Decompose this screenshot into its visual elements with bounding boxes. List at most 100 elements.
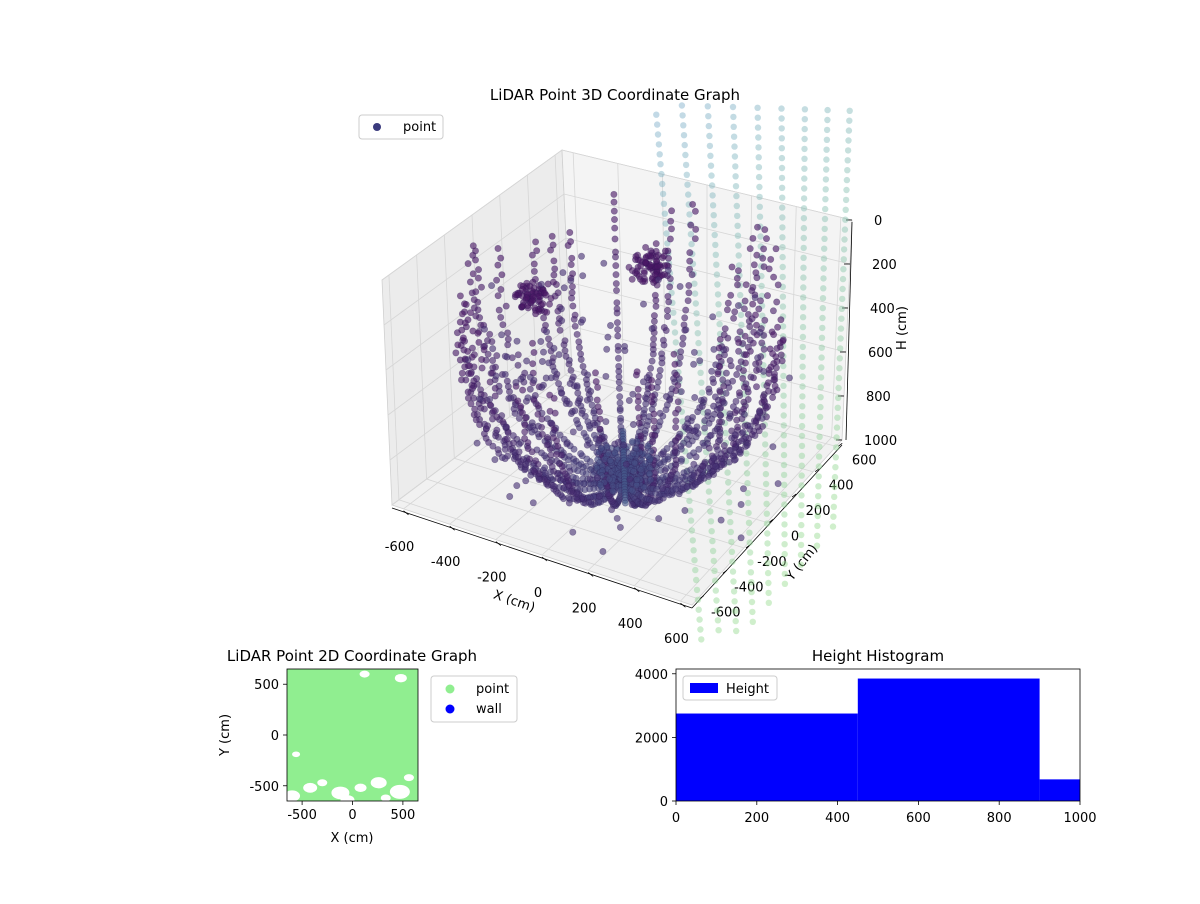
x-tick-mark-3d — [680, 602, 686, 608]
point-3d — [682, 326, 690, 334]
point-3d — [690, 360, 698, 368]
point-3d — [759, 254, 767, 262]
point-3d — [838, 315, 845, 322]
point-3d — [780, 471, 788, 479]
point-3d — [731, 143, 738, 150]
point-3d — [764, 560, 772, 567]
point-3d — [760, 263, 768, 271]
point-3d — [752, 360, 760, 368]
point-3d — [771, 376, 779, 384]
point-3d — [693, 586, 701, 594]
point-3d — [687, 466, 695, 474]
point-3d — [737, 534, 745, 542]
point-3d — [715, 311, 723, 318]
point-3d — [476, 421, 484, 429]
point-3d — [550, 394, 558, 402]
point-3d — [722, 369, 730, 377]
point-3d — [549, 429, 557, 437]
point-3d — [801, 135, 808, 143]
point-3d — [674, 405, 682, 413]
point-3d — [822, 186, 829, 193]
z-axis-label-3d: H (cm) — [895, 306, 910, 350]
point-3d — [780, 372, 787, 380]
point-3d — [687, 507, 694, 514]
point-3d — [569, 373, 577, 381]
point-3d — [730, 588, 738, 595]
point-3d — [756, 213, 764, 220]
point-3d — [617, 414, 625, 422]
point-3d — [711, 393, 719, 401]
point-3d — [467, 370, 475, 378]
point-3d — [816, 443, 823, 450]
point-3d — [652, 240, 660, 248]
point-3d — [569, 270, 577, 278]
point-3d — [556, 431, 564, 439]
point-3d — [763, 510, 770, 517]
point-3d — [550, 367, 558, 375]
point-3d — [713, 597, 720, 604]
point-3d — [477, 283, 485, 291]
point-3d — [781, 511, 788, 518]
point-3d — [820, 275, 827, 282]
point-3d — [706, 142, 714, 150]
point-3d — [492, 372, 500, 380]
point-3d — [679, 334, 687, 342]
point-3d — [632, 252, 640, 260]
ticks-histogram: 0 200 400 600 800 1000 0 2000 4000 — [635, 668, 1097, 826]
point-3d — [744, 489, 751, 497]
point-3d — [509, 432, 517, 440]
legend-label-height: Height — [726, 682, 769, 697]
point-3d — [705, 488, 713, 495]
point-3d — [458, 310, 466, 318]
point-3d — [577, 252, 585, 260]
point-3d — [569, 428, 577, 436]
point-3d — [606, 321, 614, 329]
point-3d — [764, 540, 771, 547]
point-3d — [801, 165, 808, 172]
point-3d — [838, 305, 845, 312]
point-3d — [690, 460, 698, 468]
point-3d — [814, 522, 821, 530]
point-3d — [625, 396, 633, 404]
point-3d — [470, 304, 478, 312]
point-3d — [593, 396, 601, 404]
point-3d — [545, 300, 553, 308]
point-3d — [681, 141, 688, 149]
point-3d — [717, 411, 725, 419]
point-3d — [534, 402, 542, 410]
point-3d — [648, 325, 656, 333]
point-3d — [821, 245, 828, 252]
point-3d — [711, 231, 718, 239]
point-3d — [538, 430, 546, 438]
point-3d — [686, 249, 694, 257]
ticks-2d: -500 0 500 -500 0 500 — [249, 678, 415, 823]
point-3d — [732, 397, 740, 405]
plot-area-2d — [287, 669, 418, 801]
point-3d — [515, 448, 523, 456]
point-3d — [513, 482, 521, 490]
point-3d — [681, 506, 689, 514]
point-3d — [583, 396, 591, 404]
point-3d — [660, 323, 668, 331]
point-3d — [761, 316, 769, 324]
point-3d — [798, 512, 805, 519]
z-tick-label-3d: 600 — [868, 346, 893, 361]
x-tick-label-histogram: 600 — [906, 811, 931, 826]
point-3d — [753, 223, 761, 231]
point-3d — [746, 539, 753, 546]
point-3d — [684, 426, 692, 434]
point-3d — [573, 382, 581, 390]
point-3d — [634, 404, 642, 412]
point-3d — [486, 330, 494, 338]
point-3d — [731, 153, 739, 160]
point-3d — [740, 398, 748, 406]
point-3d — [493, 276, 501, 284]
point-3d — [694, 330, 701, 337]
point-3d — [659, 484, 667, 492]
point-3d — [464, 388, 472, 396]
point-3d — [755, 144, 762, 151]
point-3d — [539, 348, 547, 356]
point-3d — [735, 262, 743, 269]
point-3d — [755, 164, 763, 171]
point-3d — [550, 344, 558, 352]
